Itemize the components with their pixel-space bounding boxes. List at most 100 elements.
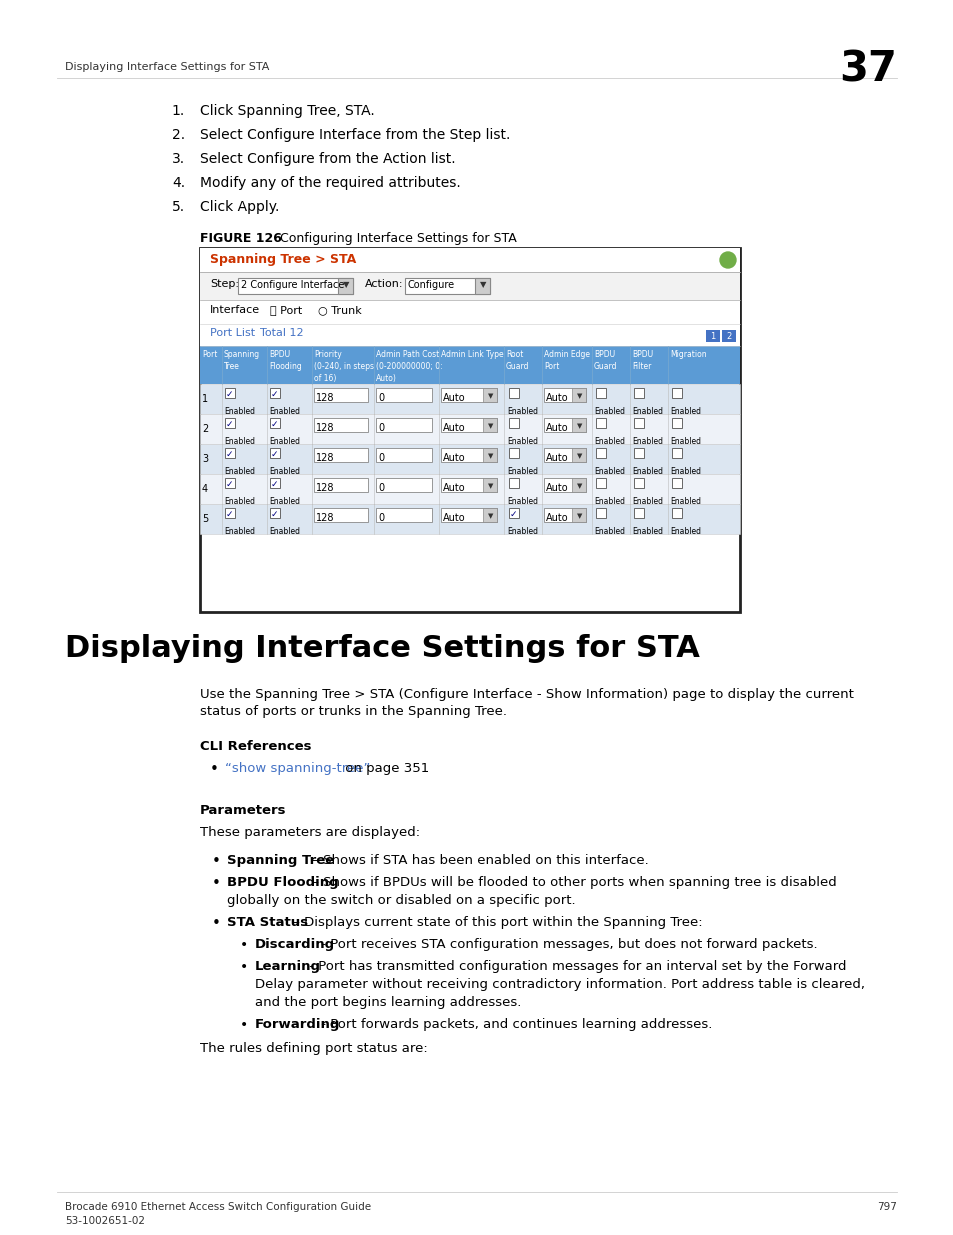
Text: CLI References: CLI References	[200, 740, 312, 753]
Text: These parameters are displayed:: These parameters are displayed:	[200, 826, 419, 839]
Text: - Port forwards packets, and continues learning addresses.: - Port forwards packets, and continues l…	[316, 1018, 712, 1031]
Text: Discarding: Discarding	[254, 939, 335, 951]
Text: Guard: Guard	[505, 362, 529, 370]
Text: STA Status: STA Status	[227, 916, 308, 929]
Text: Brocade 6910 Ethernet Access Switch Configuration Guide: Brocade 6910 Ethernet Access Switch Conf…	[65, 1202, 371, 1212]
Bar	[375, 508, 432, 522]
Text: status of ports or trunks in the Spanning Tree.: status of ports or trunks in the Spannin…	[200, 705, 506, 718]
Text: •: •	[212, 916, 221, 931]
Text: ▼: ▼	[577, 483, 581, 489]
Bar	[200, 248, 740, 272]
Bar	[543, 508, 585, 522]
Bar	[671, 417, 681, 429]
Text: Admin Path Cost: Admin Path Cost	[375, 350, 438, 359]
Bar	[200, 248, 740, 613]
Text: Enabled: Enabled	[224, 496, 254, 506]
Text: Enabled: Enabled	[594, 496, 624, 506]
Bar	[200, 272, 740, 300]
Text: ▼: ▼	[488, 453, 493, 459]
Text: Auto: Auto	[545, 393, 568, 403]
Text: 128: 128	[315, 483, 335, 493]
Text: (0-200000000; 0:: (0-200000000; 0:	[375, 362, 442, 370]
Text: ▼: ▼	[488, 393, 493, 399]
Text: FIGURE 126: FIGURE 126	[200, 232, 281, 245]
Bar	[440, 478, 497, 492]
Text: Filter: Filter	[631, 362, 651, 370]
Text: 1: 1	[202, 394, 208, 404]
Text: •: •	[212, 853, 221, 869]
Text: ⦿ Port: ⦿ Port	[270, 305, 302, 315]
Text: Auto: Auto	[442, 393, 465, 403]
Text: 128: 128	[315, 453, 335, 463]
Text: •: •	[212, 876, 221, 890]
Bar	[225, 508, 234, 517]
Bar	[225, 388, 234, 398]
Bar	[482, 388, 497, 403]
Bar	[671, 478, 681, 488]
Bar	[200, 414, 740, 445]
Text: 2.: 2.	[172, 128, 185, 142]
Text: 0: 0	[377, 393, 384, 403]
Text: Enabled: Enabled	[669, 496, 700, 506]
Text: - Port receives STA configuration messages, but does not forward packets.: - Port receives STA configuration messag…	[316, 939, 817, 951]
Text: 4: 4	[202, 484, 208, 494]
Text: Priority: Priority	[314, 350, 341, 359]
Text: Enabled: Enabled	[669, 467, 700, 475]
Bar	[270, 388, 280, 398]
Text: Parameters: Parameters	[200, 804, 286, 818]
Text: Configure: Configure	[408, 280, 455, 290]
Bar	[634, 478, 643, 488]
Bar	[509, 448, 518, 458]
Bar	[270, 448, 280, 458]
Text: BPDU: BPDU	[594, 350, 615, 359]
Text: Enabled: Enabled	[269, 437, 299, 446]
Text: Spanning Tree: Spanning Tree	[227, 853, 334, 867]
Text: Tree: Tree	[224, 362, 239, 370]
Bar	[440, 388, 497, 403]
Bar	[225, 448, 234, 458]
Bar	[314, 508, 368, 522]
Bar	[270, 478, 280, 488]
Text: - Port has transmitted configuration messages for an interval set by the Forward: - Port has transmitted configuration mes…	[304, 960, 845, 973]
Bar	[634, 388, 643, 398]
Text: 53-1002651-02: 53-1002651-02	[65, 1216, 145, 1226]
Bar	[671, 388, 681, 398]
Bar	[596, 508, 605, 517]
Text: 797: 797	[876, 1202, 896, 1212]
Text: 1: 1	[710, 332, 715, 341]
Text: 4.: 4.	[172, 177, 185, 190]
Text: ▼: ▼	[488, 513, 493, 519]
Bar	[509, 388, 518, 398]
Text: “show spanning-tree”: “show spanning-tree”	[225, 762, 370, 776]
Text: Enabled: Enabled	[506, 496, 537, 506]
Text: Enabled: Enabled	[594, 437, 624, 446]
Text: BPDU: BPDU	[269, 350, 290, 359]
Bar	[200, 346, 740, 384]
Text: Port List: Port List	[210, 329, 254, 338]
Bar	[200, 504, 740, 534]
Text: Enabled: Enabled	[631, 496, 662, 506]
Bar	[596, 417, 605, 429]
Text: Root: Root	[505, 350, 523, 359]
Text: Flooding: Flooding	[269, 362, 301, 370]
Bar	[482, 508, 497, 522]
Text: ▼: ▼	[577, 513, 581, 519]
Text: ▼: ▼	[488, 483, 493, 489]
Text: ✓: ✓	[271, 420, 278, 429]
Text: 0: 0	[377, 453, 384, 463]
Bar	[375, 448, 432, 462]
Bar	[200, 384, 740, 414]
Text: Enabled: Enabled	[224, 527, 254, 536]
Bar	[440, 448, 497, 462]
Text: Enabled: Enabled	[669, 408, 700, 416]
Text: Auto: Auto	[442, 424, 465, 433]
Text: Total 12: Total 12	[260, 329, 303, 338]
Bar	[572, 388, 585, 403]
Bar	[572, 448, 585, 462]
Text: ○ Trunk: ○ Trunk	[317, 305, 361, 315]
Text: 0: 0	[377, 513, 384, 522]
Text: Port: Port	[202, 350, 217, 359]
Text: Port: Port	[543, 362, 558, 370]
Bar	[596, 448, 605, 458]
Bar	[482, 417, 497, 432]
